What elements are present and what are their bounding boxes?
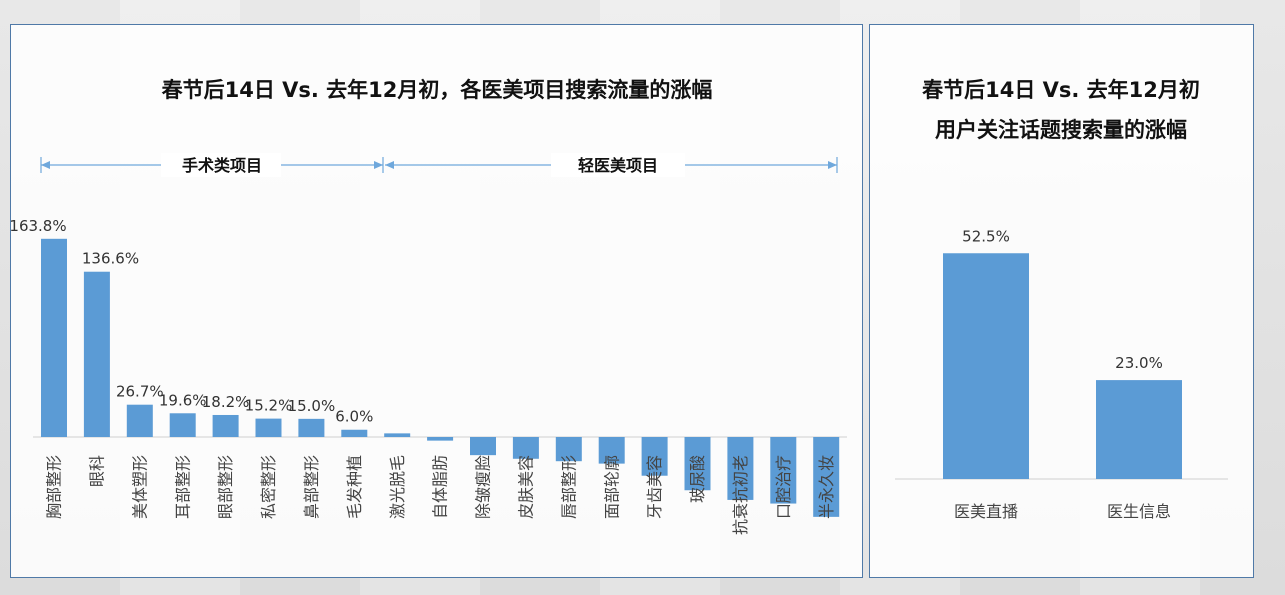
right-bars: 52.5% 医美直播 23.0% 医生信息 <box>943 227 1182 521</box>
bar-2 <box>83 271 110 437</box>
bar-18 <box>770 437 797 504</box>
group-label-surgical: 手术类项目 <box>182 156 262 175</box>
data-label-7: 15.0% <box>288 397 336 415</box>
bar-11 <box>470 437 496 456</box>
bar-12 <box>512 437 539 459</box>
category-label-17: 抗衰抗初老 <box>731 455 750 535</box>
data-label-6: 15.2% <box>245 397 293 415</box>
left-chart-panel: 春节后14日 Vs. 去年12月初，各医美项目搜索流量的涨幅 手术类项目 轻医美… <box>9 24 863 578</box>
right-data-label-1: 52.5% <box>962 227 1010 245</box>
right-chart-title-line2: 用户关注话题搜索量的涨幅 <box>935 118 1187 142</box>
data-label-4: 19.6% <box>159 391 207 409</box>
bar-9 <box>384 433 411 437</box>
bar-6 <box>255 418 282 437</box>
data-label-5: 18.2% <box>202 393 250 411</box>
category-label-12: 皮肤美容 <box>517 455 536 519</box>
category-label-2: 眼科 <box>88 455 107 487</box>
category-label-11: 除皱瘦脸 <box>474 455 493 519</box>
right-chart-panel: 春节后14日 Vs. 去年12月初 用户关注话题搜索量的涨幅 52.5% 医美直播… <box>869 24 1254 578</box>
group-range-light: 轻医美项目 <box>385 153 838 177</box>
bar-7 <box>298 418 325 437</box>
right-data-label-2: 23.0% <box>1115 354 1163 372</box>
category-label-7: 鼻部整形 <box>302 455 321 519</box>
category-label-1: 胸部整形 <box>45 455 64 519</box>
category-label-8: 毛发种植 <box>345 455 364 519</box>
left-chart-title: 春节后14日 Vs. 去年12月初，各医美项目搜索流量的涨幅 <box>162 78 713 102</box>
category-label-18: 口腔治疗 <box>774 455 793 519</box>
category-label-6: 私密整形 <box>259 455 278 519</box>
category-label-15: 牙齿美容 <box>645 455 664 519</box>
right-chart-title-line1: 春节后14日 Vs. 去年12月初 <box>922 78 1200 102</box>
left-bars: 163.8% 胸部整形 136.6% 眼科 26.7% 美体塑形 19.6% 耳部整形 18.2… <box>9 217 840 535</box>
category-label-19: 半永久妆 <box>817 455 836 519</box>
group-range-surgical: 手术类项目 <box>40 153 384 177</box>
group-label-light: 轻医美项目 <box>578 156 658 175</box>
right-bar-2 <box>1096 380 1182 479</box>
bar-14 <box>598 437 625 464</box>
category-label-4: 耳部整形 <box>173 455 192 519</box>
data-label-2: 136.6% <box>82 250 139 268</box>
bar-17 <box>727 437 754 500</box>
right-bar-1 <box>943 253 1029 479</box>
bar-1 <box>41 238 67 437</box>
category-label-3: 美体塑形 <box>130 455 149 519</box>
data-label-1: 163.8% <box>11 217 67 235</box>
category-label-9: 激光脱毛 <box>388 455 407 519</box>
right-category-label-2: 医生信息 <box>1107 502 1171 521</box>
category-label-10: 自体脂肪 <box>431 455 450 519</box>
bar-19 <box>813 437 840 517</box>
bar-5 <box>212 414 239 437</box>
data-label-3: 26.7% <box>116 383 164 401</box>
category-label-5: 眼部整形 <box>216 455 235 519</box>
category-label-16: 玻尿酸 <box>688 455 707 503</box>
bar-15 <box>641 437 668 476</box>
bar-13 <box>555 437 582 462</box>
bar-8 <box>341 429 368 437</box>
category-label-13: 唇部整形 <box>559 455 578 519</box>
bar-10 <box>427 437 454 441</box>
bar-16 <box>684 437 711 491</box>
left-bar-chart: 春节后14日 Vs. 去年12月初，各医美项目搜索流量的涨幅 手术类项目 轻医美… <box>9 78 847 535</box>
right-bar-chart: 春节后14日 Vs. 去年12月初 用户关注话题搜索量的涨幅 52.5% 医美直播… <box>895 78 1228 521</box>
right-category-label-1: 医美直播 <box>954 502 1018 521</box>
category-label-14: 面部轮廓 <box>602 455 621 519</box>
bar-3 <box>126 404 153 437</box>
bar-4 <box>169 413 196 437</box>
data-label-8: 6.0% <box>335 408 373 426</box>
